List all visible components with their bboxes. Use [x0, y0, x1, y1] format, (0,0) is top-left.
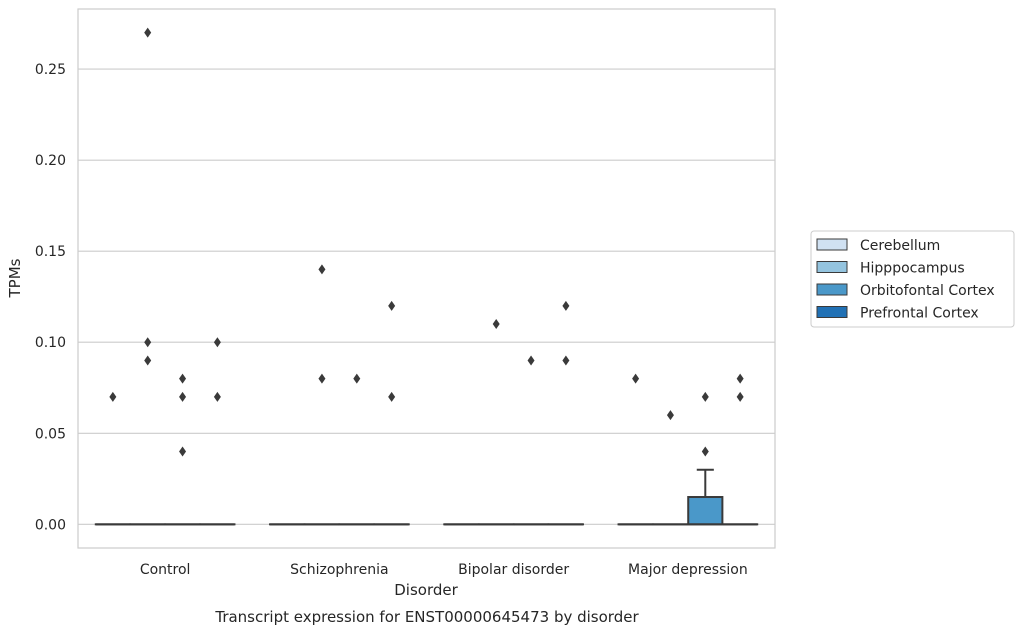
box-series [94, 27, 759, 526]
outlier-point [701, 446, 709, 457]
outlier-point [318, 264, 326, 275]
chart-caption: Transcript expression for ENST0000064547… [214, 608, 639, 626]
outlier-point [388, 391, 396, 402]
outlier-point [562, 355, 570, 366]
outlier-point [179, 391, 187, 402]
x-tick-label: Control [140, 562, 191, 578]
outlier-point [144, 355, 152, 366]
y-tick-label: 0.15 [35, 244, 66, 260]
y-tick-label: 0.00 [35, 517, 66, 533]
x-tick-label: Major depression [628, 562, 748, 578]
x-axis-ticks: Control Schizophrenia Bipolar disorder Majo… [140, 562, 748, 578]
legend-frame [810, 230, 1015, 328]
y-tick-label: 0.10 [35, 335, 66, 351]
y-tick-label: 0.05 [35, 426, 66, 442]
x-tick-label: Schizophrenia [290, 562, 388, 578]
outlier-point [701, 391, 709, 402]
legend-swatch [816, 283, 848, 296]
legend-label: Cerebellum [860, 238, 940, 254]
outlier-point [666, 410, 674, 421]
legend-swatch [816, 306, 848, 318]
outlier-point [736, 373, 744, 384]
legend-swatch [816, 261, 848, 273]
y-tick-label: 0.20 [35, 153, 66, 169]
outlier-point [388, 300, 396, 311]
legend-swatch [816, 238, 848, 251]
y-tick-label: 0.25 [35, 62, 66, 78]
outlier-point [353, 373, 361, 384]
outlier-point [318, 373, 326, 384]
outlier-point [213, 337, 221, 348]
outlier-point [632, 373, 640, 384]
outlier-point [109, 391, 117, 402]
series-group [164, 355, 724, 526]
outlier-point [144, 337, 152, 348]
outlier-point [179, 446, 187, 457]
legend-label: Hipppocampus [860, 261, 965, 277]
y-axis-ticks: 0.00 0.05 0.10 0.15 0.20 0.25 [35, 62, 66, 533]
outlier-point [492, 319, 500, 330]
series-group [129, 27, 689, 526]
outlier-point [179, 373, 187, 384]
box [687, 496, 724, 526]
series-group [199, 300, 759, 526]
legend-label: Prefrontal Cortex [860, 306, 979, 322]
legend: Cerebellum Hipppocampus Orbitofontal Corte… [810, 230, 1015, 328]
plot-area-frame [77, 8, 776, 549]
outlier-point [144, 27, 152, 38]
x-tick-label: Bipolar disorder [458, 562, 569, 578]
x-axis-title: Disorder [394, 581, 458, 599]
outlier-point [527, 355, 535, 366]
legend-label: Orbitofontal Cortex [860, 283, 995, 299]
outlier-point [736, 391, 744, 402]
y-axis-title: TPMs [6, 258, 24, 298]
outlier-point [562, 300, 570, 311]
outlier-point [213, 391, 221, 402]
